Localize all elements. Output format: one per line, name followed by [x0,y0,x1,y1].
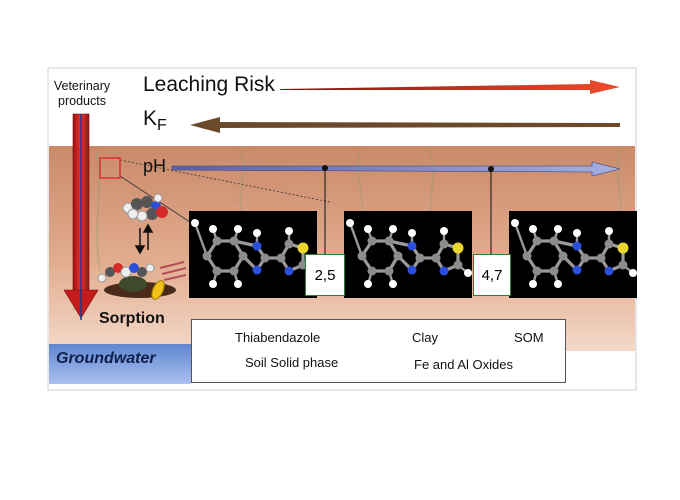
nitrogen-atom [407,265,417,275]
carbon-atom [453,260,463,270]
zoom-square [99,157,121,179]
kf-label: KF [143,107,167,134]
nitrogen-atom [284,266,294,276]
carbon-atom [212,266,222,276]
carbon-atom [276,253,286,263]
carbon-atom [229,266,239,276]
legend: Thiabendazole Clay SOM Soil Solid phase … [191,319,566,383]
hydrogen-atom [529,280,537,288]
hydrogen-atom [554,280,562,288]
hydrogen-atom [464,269,472,277]
nitrogen-atom [572,241,582,251]
molecule-structure-1 [191,219,317,288]
pka-value-1: 2,5 [314,266,336,284]
kf-label-sub: F [157,117,167,134]
sulfur-atom [617,242,629,254]
source-label: Veterinary products [46,79,118,109]
carbon-atom [384,236,394,246]
nitrogen-atom [439,266,449,276]
carbon-atom [580,253,590,263]
hydrogen-atom [285,227,293,235]
legend-fe-al-oxides: Fe and Al Oxides [414,357,513,372]
hydrogen-atom [389,280,397,288]
carbon-atom [284,239,294,249]
legend-thiabendazole: Thiabendazole [235,330,321,345]
hydrogen-atom [440,227,448,235]
hydrogen-atom [573,229,581,237]
thiabendazole-molecule-floating [122,193,168,222]
carbon-atom [238,251,248,261]
hydrogen-atom [529,225,537,233]
nitrogen-atom [572,265,582,275]
hydrogen-atom [364,280,372,288]
source-label-line-2: products [58,94,106,108]
carbon-atom [558,251,568,261]
bond-h [348,222,364,257]
hydrogen-atom [605,227,613,235]
hydrogen-atom [408,229,416,237]
hydrogen-atom [364,225,372,233]
carbon-atom [367,236,377,246]
carbon-atom [393,251,403,261]
carbon-atom [439,239,449,249]
hydrogen-atom [346,219,354,227]
hydrogen-atom [191,219,199,227]
sulfur-atom [297,242,309,254]
legend-soil-solid-phase: Soil Solid phase [245,355,339,370]
carbon-atom [596,253,606,263]
carbon-atom [604,239,614,249]
legend-som: SOM [514,330,544,345]
kf-label-main: K [143,107,158,130]
carbon-atom [522,251,532,261]
carbon-atom [549,236,559,246]
carbon-atom [260,253,270,263]
groundwater-layer [49,344,191,384]
hydrogen-atom [253,229,261,237]
nitrogen-atom [252,265,262,275]
leaching-risk-arrow [280,80,620,94]
carbon-atom [415,253,425,263]
sulfur-atom [452,242,464,254]
carbon-atom [212,236,222,246]
nitrogen-atom [252,241,262,251]
hydrogen-atom [629,269,637,277]
pka-value-2: 4,7 [481,266,503,284]
ph-label: pH [143,156,167,176]
molecule-structure-2 [346,219,472,288]
carbon-atom [532,266,542,276]
carbon-atom [532,236,542,246]
carbon-atom [367,266,377,276]
kf-arrow [190,117,620,133]
ph-arrow [171,161,621,177]
nitrogen-atom [407,241,417,251]
legend-clay: Clay [412,330,439,345]
equilibrium-arrows [134,223,154,255]
hydrogen-atom [234,225,242,233]
hydrogen-atom [209,225,217,233]
molecule-structure-3 [511,219,637,288]
sorbed-cluster [97,261,187,300]
hydrogen-atom [554,225,562,233]
carbon-atom [357,251,367,261]
leaching-risk-label: Leaching Risk [143,73,275,96]
nitrogen-atom [604,266,614,276]
carbon-atom [229,236,239,246]
bond-h [513,222,529,257]
hydrogen-atom [389,225,397,233]
hydrogen-atom [234,280,242,288]
hydrogen-atom [209,280,217,288]
carbon-atom [549,266,559,276]
carbon-atom [618,260,628,270]
groundwater-label: Groundwater [56,350,156,367]
pka-box-2: 4,7 [473,254,511,296]
carbon-atom [431,253,441,263]
sorption-label: Sorption [99,310,165,327]
bond-h [193,222,209,257]
source-label-line-1: Veterinary [53,79,111,93]
hydrogen-atom [511,219,519,227]
carbon-atom [384,266,394,276]
pka-box-1: 2,5 [305,254,345,296]
carbon-atom [202,251,212,261]
